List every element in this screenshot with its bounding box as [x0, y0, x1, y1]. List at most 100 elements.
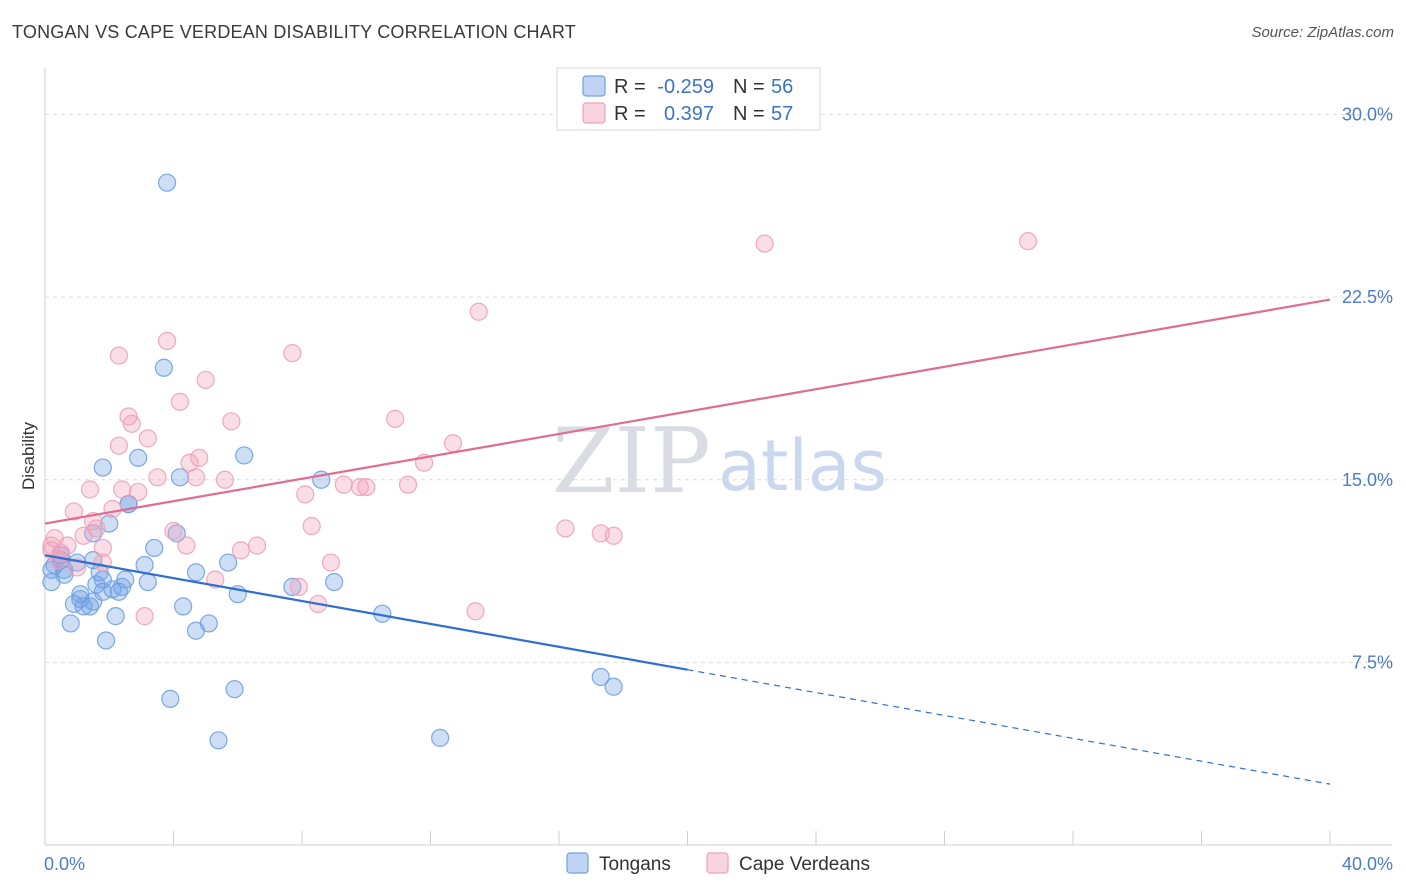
cape-verdeans-point [103, 499, 122, 519]
cape-verdeans-point [755, 234, 774, 253]
x-tick-labels: 0.0% 40.0% [44, 854, 1393, 874]
tongans-point [235, 446, 254, 465]
cape-verdeans-point [80, 480, 100, 499]
legend-n-value: 57 [771, 103, 793, 125]
tongans-point [174, 597, 193, 616]
y-axis-title: Disability [19, 421, 38, 490]
legend-n-label: N = [733, 76, 765, 98]
tongans-trend-extension [687, 669, 1331, 785]
legend-r-value: -0.259 [657, 76, 714, 98]
cape-verdeans-point [186, 468, 206, 487]
x-tick-label: 40.0% [1342, 854, 1393, 874]
cape-verdeans-point [135, 607, 154, 626]
tongans-point [61, 614, 80, 633]
cape-verdeans-point [109, 346, 128, 365]
cape-verdeans-point [87, 519, 106, 538]
tongans-point [199, 614, 218, 633]
cape-verdeans-point [170, 392, 190, 411]
tongans-point [186, 563, 206, 582]
correlation-legend: R = -0.259 N = 56 R = 0.397 N = 57 [556, 67, 821, 131]
chart-title: TONGAN VS CAPE VERDEAN DISABILITY CORREL… [12, 22, 576, 42]
legend-n-value: 56 [771, 76, 793, 98]
y-tick-label: 15.0% [1342, 470, 1393, 490]
cape-verdeans-point [302, 516, 321, 536]
cape-verdeans-point [122, 414, 141, 433]
series-legend: Tongans Cape Verdeans [566, 852, 870, 875]
cape-verdeans-point [247, 536, 267, 555]
data-points [42, 173, 1038, 750]
cape-verdeans-point [469, 302, 488, 321]
x-tick-label: 0.0% [44, 854, 85, 874]
legend-swatch-tongans [582, 75, 606, 97]
tongans-point [93, 458, 112, 477]
tongans-point [129, 448, 148, 467]
tongans-point [431, 728, 450, 747]
cape-verdeans-trend-line [44, 298, 1331, 525]
tongans-point [604, 677, 623, 696]
source-label: Source: ZipAtlas.com [1251, 24, 1394, 41]
cape-verdeans-point [289, 577, 308, 596]
tongans-point [170, 468, 190, 487]
tongans-point [80, 597, 100, 616]
cape-verdeans-point [109, 436, 128, 455]
tongans-point [145, 538, 164, 558]
tongans-point [283, 577, 302, 596]
tongans-point [138, 572, 157, 592]
legend-r-value: 0.397 [664, 103, 714, 125]
y-tick-label: 7.5% [1352, 652, 1393, 672]
tongans-point [74, 597, 93, 616]
cape-verdeans-point [164, 521, 183, 540]
cape-verdeans-point [148, 468, 167, 487]
cape-verdeans-point [556, 519, 575, 538]
tongans-point [591, 667, 610, 687]
cape-verdeans-point [138, 429, 157, 448]
cape-verdeans-point [157, 331, 177, 351]
series-legend-label-tongans: Tongans [599, 854, 671, 875]
tongans-point [167, 524, 186, 543]
tongans-point [106, 607, 125, 626]
cape-verdeans-point [386, 409, 405, 428]
watermark-zip: ZIP [552, 409, 711, 514]
tongans-point [325, 572, 344, 592]
tongans-point [84, 592, 103, 611]
cape-verdeans-point [334, 475, 353, 494]
legend-box [556, 67, 821, 131]
cape-verdeans-point [68, 558, 87, 577]
watermark-atlas: atlas [718, 425, 887, 507]
cape-verdeans-point [283, 344, 302, 363]
cape-verdeans-point [93, 538, 112, 558]
tongans-point [209, 731, 228, 750]
cape-verdeans-point [196, 370, 215, 390]
cape-verdeans-point [129, 482, 148, 502]
cape-verdeans-point [604, 526, 623, 545]
tongans-point [96, 631, 116, 650]
cape-verdeans-point [222, 412, 241, 431]
cape-verdeans-point [321, 553, 341, 572]
cape-verdeans-point [177, 536, 196, 555]
series-legend-label-cape-verdeans: Cape Verdeans [739, 854, 870, 875]
cape-verdeans-point [112, 480, 132, 499]
cape-verdeans-point [64, 502, 84, 521]
cape-verdeans-point [443, 434, 463, 453]
series-legend-swatch-cape-verdeans [706, 852, 729, 874]
legend-n-label: N = [733, 103, 765, 125]
tongans-point [219, 553, 238, 572]
tongans-trend-line [44, 554, 688, 671]
legend-swatch-cape-verdeans [582, 102, 606, 124]
cape-verdeans-point [466, 602, 485, 621]
trend-lines [44, 298, 1331, 785]
tongans-point [161, 689, 180, 709]
tongans-point [225, 680, 244, 699]
cape-verdeans-point [1018, 232, 1038, 251]
y-tick-label: 22.5% [1342, 287, 1393, 307]
cape-verdeans-point [58, 536, 77, 555]
cape-verdeans-point [190, 448, 209, 467]
tongans-point [116, 570, 135, 589]
watermark: ZIP atlas [552, 409, 887, 514]
cape-verdeans-point [215, 470, 234, 489]
y-tick-labels: 7.5% 15.0% 22.5% 30.0% [1342, 105, 1393, 673]
cape-verdeans-point [350, 477, 369, 497]
tongans-point [157, 173, 177, 192]
cape-verdeans-point [357, 477, 376, 497]
